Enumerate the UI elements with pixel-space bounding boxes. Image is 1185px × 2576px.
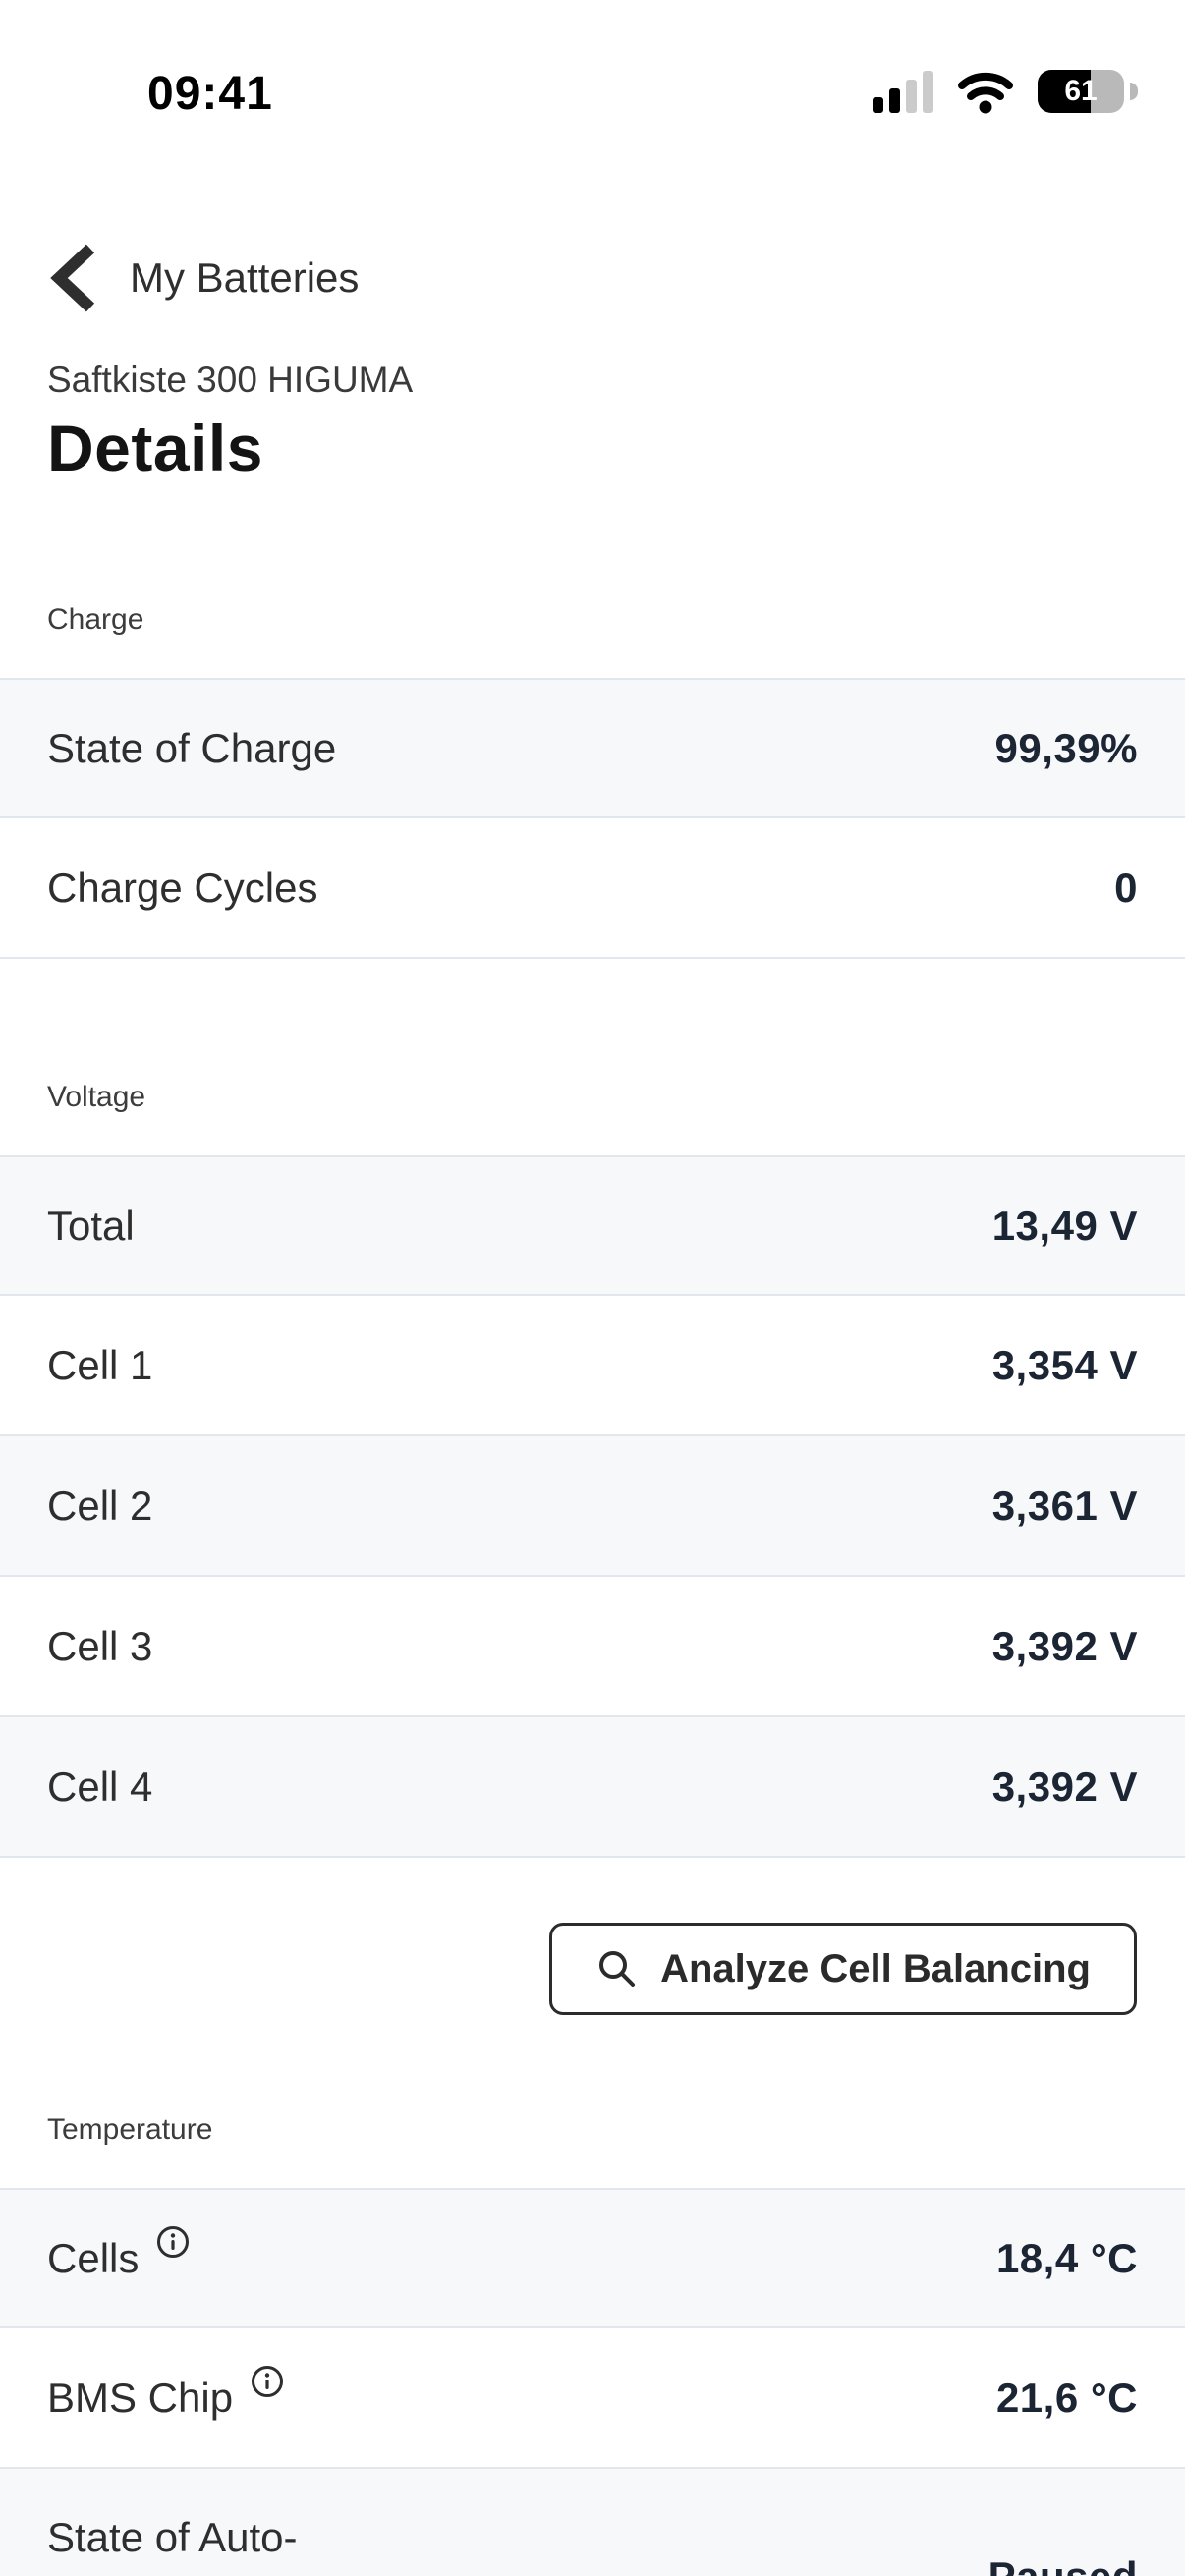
row-label: Cells (47, 2225, 190, 2282)
rows-group: Cells 18,4 °C BMS Chip 21,6 °C State of Au… (0, 2188, 1185, 2576)
analyze-button-row: Analyze Cell Balancing (0, 1923, 1137, 2015)
battery-percent: 61 (1064, 75, 1098, 107)
table-row: Cell 4 3,392 V (0, 1717, 1185, 1858)
table-row: Charge Cycles 0 (0, 818, 1185, 959)
section-label: Voltage (47, 1081, 146, 1113)
section-temperature: Temperature Cells 18,4 °C BMS Chip 21,6 °… (0, 2113, 1185, 2576)
row-label: State of Charge (47, 724, 337, 771)
row-value: 99,39% (994, 724, 1138, 771)
row-value: 3,361 V (991, 1482, 1138, 1529)
info-icon[interactable] (156, 2225, 190, 2259)
battery-name: Saftkiste 300 HIGUMA (47, 360, 414, 400)
status-icons: 61 (873, 69, 1138, 114)
table-row: State of Auto- Paused (0, 2469, 1185, 2576)
row-label: State of Auto- (47, 2514, 298, 2560)
row-value: 3,392 V (991, 1622, 1138, 1669)
row-label: Cell 1 (47, 1341, 153, 1388)
battery-nub (1130, 83, 1138, 100)
row-value: 0 (1114, 864, 1138, 911)
row-label: Total (47, 1202, 135, 1249)
battery-icon: 61 (1038, 70, 1124, 113)
row-label: Charge Cycles (47, 864, 318, 911)
rows-group: Total 13,49 V Cell 1 3,354 V Cell 2 3,361 V Ce… (0, 1155, 1185, 1858)
section-label: Charge (47, 603, 144, 636)
back-label[interactable]: My Batteries (130, 254, 360, 301)
section-charge: Charge State of Charge 99,39% Charge Cycle… (0, 603, 1185, 959)
status-time: 09:41 (147, 68, 273, 120)
table-row: State of Charge 99,39% (0, 678, 1185, 818)
row-label: BMS Chip (47, 2365, 284, 2422)
status-bar: 09:41 61 (0, 0, 1185, 147)
analyze-cell-balancing-button[interactable]: Analyze Cell Balancing (549, 1923, 1137, 2015)
table-row: Cell 1 3,354 V (0, 1296, 1185, 1436)
row-value: Paused (988, 2469, 1138, 2576)
analyze-button-label: Analyze Cell Balancing (660, 1946, 1091, 1990)
info-icon[interactable] (251, 2365, 284, 2398)
row-label: Cell 2 (47, 1482, 153, 1529)
table-row: Total 13,49 V (0, 1155, 1185, 1296)
row-value: 3,354 V (991, 1341, 1138, 1388)
row-value: 18,4 °C (995, 2234, 1138, 2281)
row-value: 13,49 V (991, 1202, 1138, 1249)
row-value: 3,392 V (991, 1763, 1138, 1810)
nav-back[interactable]: My Batteries (47, 242, 1185, 314)
page-title: Details (47, 412, 263, 484)
wifi-icon (958, 72, 1013, 114)
search-icon (599, 1951, 636, 1987)
section-voltage: Voltage Total 13,49 V Cell 1 3,354 V Cell 2 3… (0, 1081, 1185, 1858)
row-value: 21,6 °C (995, 2374, 1138, 2421)
cellular-signal-icon (873, 70, 933, 113)
rows-group: State of Charge 99,39% Charge Cycles 0 (0, 678, 1185, 959)
chevron-left-icon[interactable] (47, 242, 98, 314)
table-row: Cell 2 3,361 V (0, 1436, 1185, 1577)
section-label: Temperature (47, 2113, 213, 2146)
row-label: Cell 4 (47, 1763, 153, 1810)
table-row: Cells 18,4 °C (0, 2188, 1185, 2328)
table-row: Cell 3 3,392 V (0, 1577, 1185, 1717)
row-label: Cell 3 (47, 1622, 153, 1669)
table-row: BMS Chip 21,6 °C (0, 2328, 1185, 2469)
